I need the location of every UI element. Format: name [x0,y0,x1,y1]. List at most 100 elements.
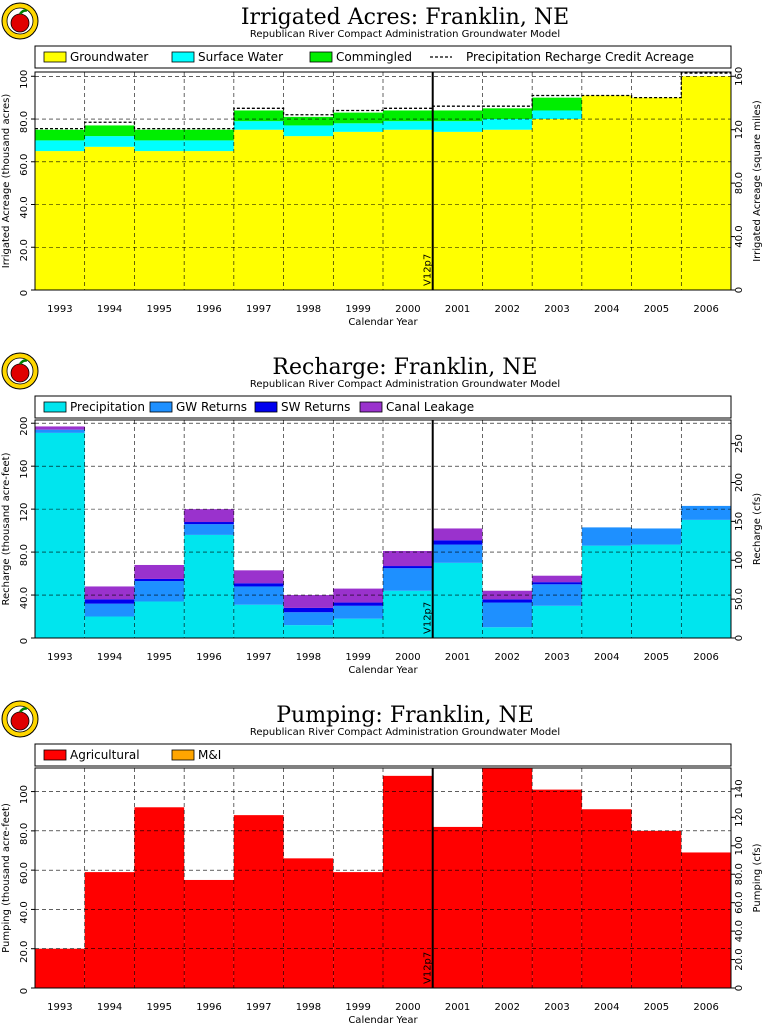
legend-swatch [359,401,383,413]
legend-label: Commingled [336,50,412,64]
bar-sw-returns [333,602,383,606]
chart-title: Recharge: Franklin, NE [272,355,537,380]
bar-precipitation [532,605,582,638]
bar-groundwater [482,129,533,290]
bar-precipitation [233,604,284,638]
x-tick-label: 1996 [196,1002,221,1013]
bar-groundwater [432,131,483,290]
legend-swatch [43,51,67,63]
bar-groundwater [283,136,334,290]
bar-gw-returns [233,586,284,605]
y-axis-label: Pumping (thousand acre-feet) [1,803,12,953]
y-tick-label: 80.0 [19,823,30,845]
bar-canal-leakage [283,595,334,608]
bar-commingled [35,129,85,141]
bar-groundwater [84,146,135,290]
bar-precipitation [631,544,682,638]
y2-tick-label: 100 [734,836,745,855]
x-tick-label: 1994 [97,1002,122,1013]
bar-gw-returns [482,602,533,628]
y-tick-label: 120 [19,503,30,522]
bar-surface-water [233,121,284,130]
x-tick-label: 2000 [395,304,420,315]
bar-surface-water [283,125,334,137]
x-tick-label: 1997 [246,652,271,663]
bar-precipitation [383,590,433,638]
chart-legend: Precipitation GW Returns SW Returns Canal L… [34,395,732,419]
bar-groundwater [631,97,682,290]
bar-precipitation [134,601,185,638]
bar-commingled [84,125,135,137]
x-tick-label: 1998 [296,304,321,315]
logo-leaf [19,359,28,365]
y-tick-label: 200 [19,417,30,436]
bar-groundwater [681,76,731,291]
x-tick-label: 2002 [495,1002,520,1013]
chart-title: Pumping: Franklin, NE [276,703,534,728]
x-tick-label: 2005 [644,304,669,315]
bar-surface-water [35,140,85,152]
bar-gw-returns [681,505,731,520]
bar-precipitation [84,616,135,638]
bar-canal-leakage [35,426,85,430]
bar-agricultural [184,879,234,988]
bar-canal-leakage [383,551,433,567]
x-axis-label: Calendar Year [348,1015,418,1024]
bar-surface-water [482,119,533,130]
x-tick-label: 1998 [296,652,321,663]
bar-surface-water [134,140,185,152]
y-tick-label: 20.0 [19,941,30,963]
legend-swatch [43,749,67,761]
apple-logo-icon [1,2,39,40]
y-tick-label: 20.0 [19,239,30,261]
bar-commingled [432,110,483,122]
chart-subtitle: Republican River Compact Administration … [250,727,560,738]
x-tick-label: 2004 [594,304,619,315]
bar-canal-leakage [432,528,483,541]
bar-groundwater [233,129,284,290]
bar-agricultural [532,789,582,988]
legend-swatch [43,401,67,413]
bar-groundwater [184,151,234,290]
y-tick-label: 100 [19,785,30,804]
logo-leaf [19,707,28,713]
legend-label: Surface Water [198,50,283,64]
bar-commingled [233,110,284,122]
logo-leaf [19,9,28,15]
legend-label: Canal Leakage [386,400,474,414]
bar-agricultural [134,807,185,988]
bar-surface-water [84,136,135,147]
y2-tick-label: 150 [734,512,745,531]
bar-sw-returns [383,566,433,569]
x-tick-label: 1995 [147,304,172,315]
chart-subtitle: Republican River Compact Administration … [250,379,560,390]
x-tick-label: 2003 [544,304,569,315]
bar-commingled [482,108,533,120]
bar-gw-returns [581,527,632,546]
y-axis-label: Recharge (thousand acre-feet) [1,452,12,605]
bar-surface-water [532,110,582,120]
y2-tick-label: 0 [734,985,745,991]
y-tick-label: 100 [19,70,30,89]
x-tick-label: 1999 [345,1002,370,1013]
bar-canal-leakage [333,588,383,603]
legend-label: Precipitation Recharge Credit Acreage [466,50,694,64]
bar-commingled [333,112,383,124]
legend-label: M&I [198,748,221,762]
x-axis-label: Calendar Year [348,317,418,328]
x-tick-label: 2001 [445,652,470,663]
legend-swatch [254,401,278,413]
y-tick-label: 160 [19,460,30,479]
bar-canal-leakage [184,509,234,523]
bar-agricultural [383,775,433,988]
chart-legend: Agricultural M&I [34,743,732,767]
bar-precipitation [35,432,85,638]
bar-agricultural [333,872,383,988]
bar-canal-leakage [532,575,582,583]
x-tick-label: 1995 [147,1002,172,1013]
bar-agricultural [432,826,483,988]
bar-groundwater [383,129,433,290]
y-tick-label: 60.0 [19,862,30,884]
